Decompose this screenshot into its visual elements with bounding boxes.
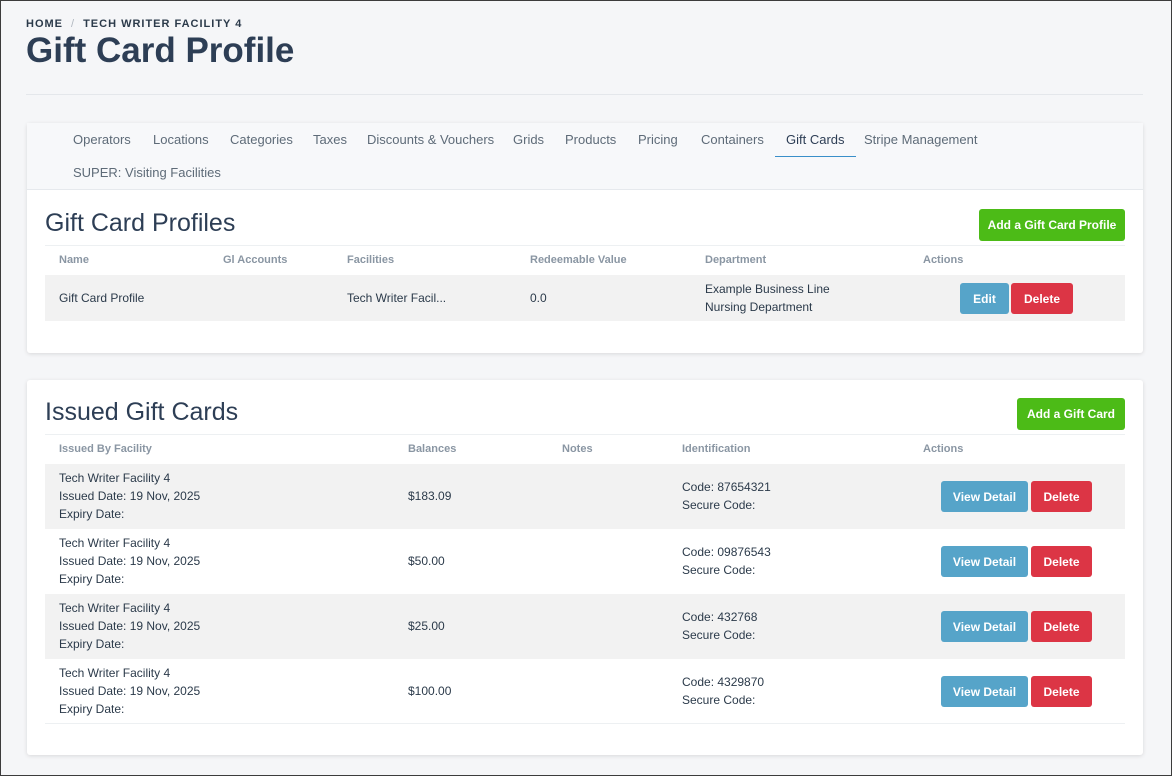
balance: $100.00: [408, 684, 452, 698]
delete-button[interactable]: Delete: [1031, 676, 1092, 707]
issued-date: Issued Date: 19 Nov, 2025: [59, 489, 201, 503]
tab-stripe-management[interactable]: Stripe Management: [864, 132, 978, 147]
delete-button[interactable]: Delete: [1011, 283, 1073, 314]
table-row: Tech Writer Facility 4 Issued Date: 19 N…: [45, 529, 1125, 594]
tab-taxes[interactable]: Taxes: [313, 132, 347, 147]
delete-button[interactable]: Delete: [1031, 611, 1092, 642]
facility-name: Tech Writer Facility 4: [59, 536, 171, 550]
facility-name: Tech Writer Facility 4: [59, 666, 171, 680]
expiry-date: Expiry Date:: [59, 572, 125, 586]
profiles-section-title: Gift Card Profiles: [45, 209, 236, 237]
column-notes: Notes: [562, 443, 593, 455]
secure-code: Secure Code:: [682, 628, 756, 642]
profile-facilities: Tech Writer Facil...: [347, 291, 447, 305]
delete-button[interactable]: Delete: [1031, 546, 1092, 577]
expiry-date: Expiry Date:: [59, 702, 125, 716]
issued-gift-cards-card: Issued Gift Cards Add a Gift Card Issued…: [27, 380, 1143, 755]
issued-section-title: Issued Gift Cards: [45, 398, 239, 426]
identification-cell: Code: 09876543 Secure Code:: [682, 543, 771, 579]
page-title: Gift Card Profile: [26, 31, 295, 70]
edit-button[interactable]: Edit: [960, 283, 1009, 314]
table-row: Gift Card Profile Tech Writer Facil... 0…: [45, 275, 1125, 321]
expiry-date: Expiry Date:: [59, 507, 125, 521]
view-detail-button[interactable]: View Detail: [941, 481, 1028, 512]
issued-date: Issued Date: 19 Nov, 2025: [59, 554, 201, 568]
card-code: Code: 09876543: [682, 545, 771, 559]
column-balances: Balances: [408, 443, 457, 455]
breadcrumb-current[interactable]: TECH WRITER FACILITY 4: [83, 18, 243, 30]
issued-date: Issued Date: 19 Nov, 2025: [59, 684, 201, 698]
tab-discounts-vouchers[interactable]: Discounts & Vouchers: [367, 132, 495, 147]
breadcrumb-separator: /: [71, 18, 76, 30]
tab-super-visiting-facilities[interactable]: SUPER: Visiting Facilities: [73, 165, 221, 180]
column-facilities: Facilities: [347, 254, 395, 266]
profile-redeemable-value: 0.0: [530, 291, 547, 305]
expiry-date: Expiry Date:: [59, 637, 125, 651]
column-gl-accounts: Gl Accounts: [223, 254, 288, 266]
balance: $25.00: [408, 619, 445, 633]
add-gift-card-button[interactable]: Add a Gift Card: [1017, 398, 1125, 430]
view-detail-button[interactable]: View Detail: [941, 546, 1028, 577]
identification-cell: Code: 4329870 Secure Code:: [682, 673, 764, 709]
issued-date: Issued Date: 19 Nov, 2025: [59, 619, 201, 633]
add-gift-card-profile-button[interactable]: Add a Gift Card Profile: [979, 209, 1125, 241]
delete-button[interactable]: Delete: [1031, 481, 1092, 512]
table-row: Tech Writer Facility 4 Issued Date: 19 N…: [45, 659, 1125, 724]
secure-code: Secure Code:: [682, 498, 756, 512]
column-redeemable-value: Redeemable Value: [530, 254, 627, 266]
view-detail-button[interactable]: View Detail: [941, 676, 1028, 707]
table-row: Tech Writer Facility 4 Issued Date: 19 N…: [45, 464, 1125, 529]
column-actions: Actions: [923, 443, 964, 455]
tab-grids[interactable]: Grids: [513, 132, 545, 147]
facility-name: Tech Writer Facility 4: [59, 471, 171, 485]
table-row: Tech Writer Facility 4 Issued Date: 19 N…: [45, 594, 1125, 659]
secure-code: Secure Code:: [682, 693, 756, 707]
tab-operators[interactable]: Operators: [73, 132, 131, 147]
gift-card-profiles-card: Operators Locations Categories Taxes Dis…: [27, 123, 1143, 353]
secure-code: Secure Code:: [682, 563, 756, 577]
tab-products[interactable]: Products: [565, 132, 617, 147]
breadcrumb-home[interactable]: HOME: [26, 18, 63, 30]
issued-facility-cell: Tech Writer Facility 4 Issued Date: 19 N…: [59, 599, 200, 653]
facility-name: Tech Writer Facility 4: [59, 601, 171, 615]
column-issued-by-facility: Issued By Facility: [59, 443, 152, 455]
column-name: Name: [59, 254, 89, 266]
tab-pricing[interactable]: Pricing: [638, 132, 678, 147]
issued-facility-cell: Tech Writer Facility 4 Issued Date: 19 N…: [59, 469, 200, 523]
identification-cell: Code: 87654321 Secure Code:: [682, 478, 771, 514]
profiles-table-header: Name Gl Accounts Facilities Redeemable V…: [45, 245, 1125, 275]
profile-department: Example Business Line Nursing Department: [705, 280, 830, 316]
balance: $183.09: [408, 489, 452, 503]
card-code: Code: 4329870: [682, 675, 765, 689]
view-detail-button[interactable]: View Detail: [941, 611, 1028, 642]
tab-containers[interactable]: Containers: [701, 132, 764, 147]
profile-name: Gift Card Profile: [59, 291, 145, 305]
department-line: Example Business Line: [705, 282, 830, 296]
column-department: Department: [705, 254, 767, 266]
card-code: Code: 87654321: [682, 480, 771, 494]
column-actions: Actions: [923, 254, 964, 266]
breadcrumb: HOME / TECH WRITER FACILITY 4: [26, 18, 242, 30]
card-code: Code: 432768: [682, 610, 758, 624]
balance: $50.00: [408, 554, 445, 568]
header-divider: [26, 94, 1143, 95]
department-line: Nursing Department: [705, 300, 813, 314]
issued-facility-cell: Tech Writer Facility 4 Issued Date: 19 N…: [59, 534, 200, 588]
issued-facility-cell: Tech Writer Facility 4 Issued Date: 19 N…: [59, 664, 200, 718]
column-identification: Identification: [682, 443, 751, 455]
tab-gift-cards[interactable]: Gift Cards: [775, 123, 856, 157]
settings-tabbar: Operators Locations Categories Taxes Dis…: [27, 123, 1143, 190]
identification-cell: Code: 432768 Secure Code:: [682, 608, 757, 644]
tab-categories[interactable]: Categories: [230, 132, 293, 147]
issued-table-header: Issued By Facility Balances Notes Identi…: [45, 434, 1125, 464]
tab-locations[interactable]: Locations: [153, 132, 209, 147]
